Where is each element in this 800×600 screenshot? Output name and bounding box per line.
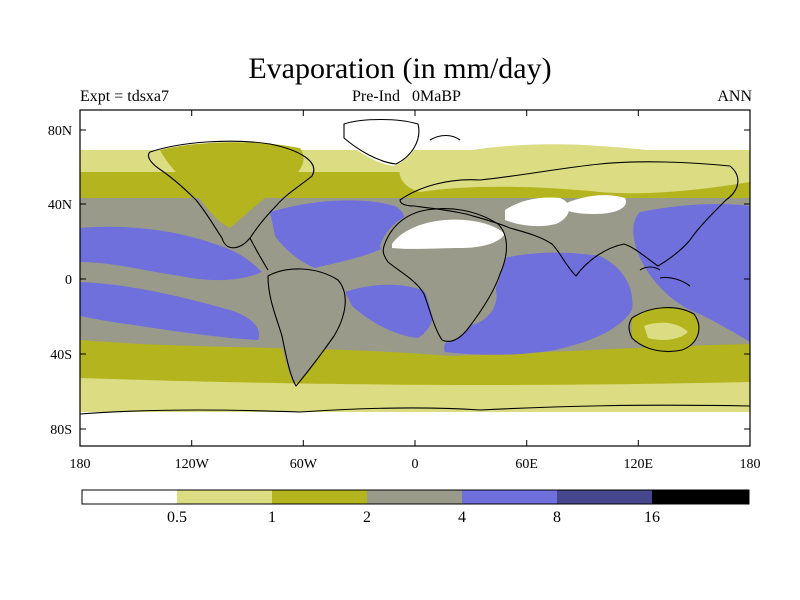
legend-swatch-3 (367, 490, 462, 504)
south-america-coast (267, 268, 346, 387)
legend-label-3: 4 (458, 509, 466, 526)
eurasia-north (399, 144, 750, 194)
eastern-pacific-south (80, 282, 260, 340)
legend-frame (81, 489, 750, 505)
experiment-label: Expt = tdsxa7 (80, 88, 170, 105)
north-america-coast (147, 140, 315, 249)
lon-label-120w: 120W (175, 457, 210, 472)
lon-label-60e: 60E (515, 457, 538, 472)
lat-label-80s: 80S (50, 423, 72, 438)
greenland (340, 119, 421, 166)
indonesia-coast (639, 266, 691, 287)
eurasia-coast (399, 161, 739, 277)
legend-swatch-4 (462, 490, 557, 504)
svalbard-coast (429, 134, 461, 141)
central-asia-desert (505, 197, 570, 227)
lat-label-80n: 80N (48, 124, 72, 139)
legend-label-5: 16 (644, 509, 660, 526)
southern-belt-outer (80, 378, 750, 412)
legend-label-1: 1 (268, 509, 276, 526)
north-atlantic (270, 200, 406, 268)
western-pacific (633, 204, 750, 342)
age-label: 0MaBP (411, 88, 461, 105)
legend-swatch-0 (82, 490, 177, 504)
season-label: ANN (717, 88, 752, 105)
evaporation-field (80, 110, 750, 446)
south-atlantic (345, 284, 435, 338)
legend-swatch-5 (557, 490, 652, 504)
lat-label-40s: 40S (50, 348, 72, 363)
lon-label-120e: 120E (624, 457, 654, 472)
period-name: Pre-Ind (352, 88, 400, 105)
legend-swatch-6 (652, 490, 749, 504)
lat-label-40n: 40N (48, 198, 72, 213)
lon-label-180w: 180 (70, 457, 91, 472)
greenland-coast (343, 119, 420, 165)
central-america-coast (249, 237, 269, 271)
coastlines (80, 119, 750, 415)
antarctica (80, 414, 750, 446)
legend-swatch-1 (177, 490, 272, 504)
lon-label-60w: 60W (290, 457, 318, 472)
tick-marks (80, 110, 750, 446)
period-label: Pre-Ind 0MaBP (352, 88, 461, 106)
antarctica-coast (80, 404, 750, 415)
legend-label-4: 8 (553, 509, 561, 526)
lon-label-180e: 180 (740, 457, 761, 472)
eastern-pacific-north (80, 226, 262, 281)
australia-coast (628, 307, 700, 353)
australia-interior (644, 322, 688, 340)
africa-coast (382, 207, 508, 343)
gobi-desert (560, 195, 626, 214)
north-america (160, 142, 304, 228)
legend-colorbar (81, 489, 750, 505)
sahara (392, 219, 505, 249)
lon-label-0: 0 (412, 457, 419, 472)
indian-ocean (444, 252, 633, 355)
lat-label-0: 0 (65, 273, 72, 288)
legend-label-0: 0.5 (167, 509, 187, 526)
legend-swatch-2 (272, 490, 367, 504)
map-title: Evaporation (in mm/day) (248, 52, 552, 85)
legend-label-2: 2 (363, 509, 371, 526)
